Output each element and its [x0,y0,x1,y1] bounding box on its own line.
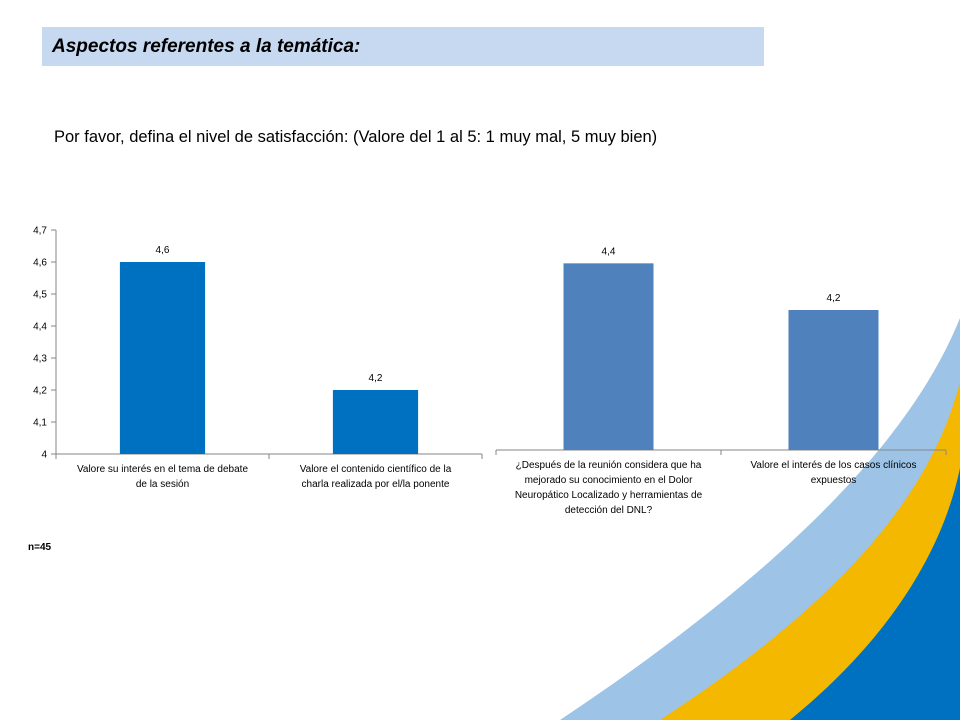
y-tick-label: 4,1 [33,418,47,429]
x-category-label: charla realizada por el/la ponente [302,479,450,490]
y-tick-label: 4,2 [33,386,47,397]
section-title-bar: Aspectos referentes a la temática: [42,27,764,66]
x-category-label: mejorado su conocimiento en el Dolor [525,475,694,486]
sample-size-label: n=45 [28,542,52,553]
y-tick-label: 4,3 [33,354,47,365]
x-category-label: de la sesión [136,479,189,490]
bar [788,310,879,450]
x-category-label: detección del DNL? [565,505,653,516]
bar-value-label: 4,6 [156,245,170,256]
y-tick-label: 4,7 [33,226,47,237]
bar [563,263,654,450]
bar-value-label: 4,2 [827,293,841,304]
x-category-label: Valore el interés de los casos clínicos [750,460,916,471]
bar-value-label: 4,4 [602,246,616,257]
x-category-label: Valore el contenido científico de la [300,464,452,475]
y-tick-label: 4,5 [33,290,47,301]
y-tick-label: 4 [41,450,47,461]
x-category-label: ¿Después de la reunión considera que ha [516,460,702,471]
y-tick-label: 4,4 [33,322,47,333]
section-title: Aspectos referentes a la temática: [52,35,361,57]
survey-question-subtitle: Por favor, defina el nivel de satisfacci… [54,128,658,146]
bar [119,262,206,454]
bar-value-label: 4,2 [369,373,383,384]
bar [332,390,419,454]
x-category-label: Neuropático Localizado y herramientas de [515,490,703,501]
x-category-label: expuestos [811,475,857,486]
x-category-label: Valore su interés en el tema de debate [77,464,248,475]
y-tick-label: 4,6 [33,258,47,269]
swoosh-blue [790,468,960,720]
